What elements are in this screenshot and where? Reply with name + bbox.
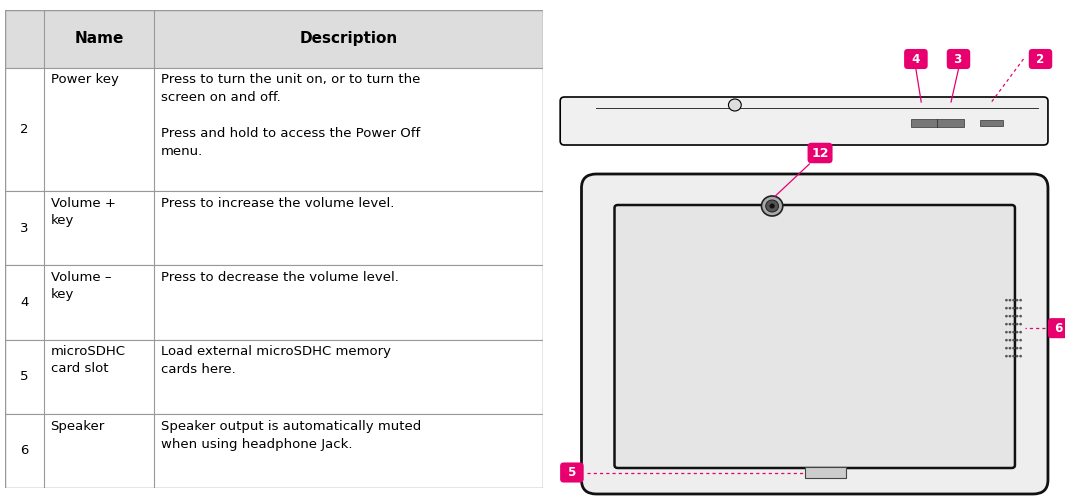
Circle shape <box>1019 331 1022 334</box>
Text: 6: 6 <box>1051 322 1065 335</box>
Circle shape <box>728 99 741 111</box>
Text: 3: 3 <box>20 222 29 235</box>
Text: Name: Name <box>75 31 124 46</box>
Text: 12: 12 <box>812 146 829 159</box>
Bar <box>911 119 964 127</box>
Circle shape <box>1009 315 1012 317</box>
Text: Speaker output is automatically muted
when using headphone Jack.: Speaker output is automatically muted wh… <box>161 420 421 451</box>
Circle shape <box>1009 355 1012 358</box>
Circle shape <box>1009 331 1012 334</box>
Circle shape <box>1019 355 1022 358</box>
Circle shape <box>1005 339 1007 342</box>
Text: 3: 3 <box>950 52 967 66</box>
Circle shape <box>1005 299 1007 301</box>
Circle shape <box>1009 323 1012 326</box>
Circle shape <box>1012 355 1015 358</box>
Bar <box>5 10 543 68</box>
Bar <box>5 191 543 265</box>
Circle shape <box>1016 355 1018 358</box>
Circle shape <box>766 200 779 212</box>
Circle shape <box>1012 347 1015 350</box>
Circle shape <box>1005 331 1007 334</box>
Circle shape <box>1016 339 1018 342</box>
FancyBboxPatch shape <box>615 205 1015 468</box>
Text: Speaker: Speaker <box>50 420 104 433</box>
Circle shape <box>1009 307 1012 309</box>
Bar <box>805 467 846 478</box>
Text: Press to increase the volume level.: Press to increase the volume level. <box>161 197 394 210</box>
Circle shape <box>1019 307 1022 309</box>
Circle shape <box>1016 315 1018 317</box>
Circle shape <box>1005 315 1007 317</box>
Circle shape <box>1005 307 1007 309</box>
Text: Volume +
key: Volume + key <box>50 197 115 227</box>
Circle shape <box>1016 347 1018 350</box>
Circle shape <box>1016 331 1018 334</box>
Circle shape <box>1019 347 1022 350</box>
Circle shape <box>1012 299 1015 301</box>
Text: Description: Description <box>299 31 398 46</box>
Circle shape <box>1012 339 1015 342</box>
Circle shape <box>1009 339 1012 342</box>
Circle shape <box>1019 299 1022 301</box>
Text: 2: 2 <box>1032 52 1049 66</box>
Text: 4: 4 <box>907 52 924 66</box>
Text: 5: 5 <box>563 466 580 479</box>
Circle shape <box>1012 323 1015 326</box>
Bar <box>5 265 543 340</box>
Circle shape <box>1016 307 1018 309</box>
FancyBboxPatch shape <box>560 97 1048 145</box>
Circle shape <box>1019 339 1022 342</box>
Circle shape <box>1012 307 1015 309</box>
Circle shape <box>1009 299 1012 301</box>
Circle shape <box>761 196 783 216</box>
Circle shape <box>1012 315 1015 317</box>
Text: Volume –
key: Volume – key <box>50 271 111 301</box>
Bar <box>980 120 1003 126</box>
Circle shape <box>1019 323 1022 326</box>
Circle shape <box>1016 299 1018 301</box>
Bar <box>5 68 543 191</box>
Bar <box>5 340 543 414</box>
Text: 2: 2 <box>20 123 29 136</box>
Text: 4: 4 <box>20 296 29 309</box>
Text: microSDHC
card slot: microSDHC card slot <box>50 346 126 375</box>
Circle shape <box>1016 323 1018 326</box>
Circle shape <box>1005 347 1007 350</box>
FancyBboxPatch shape <box>581 174 1048 494</box>
Circle shape <box>769 204 775 209</box>
Circle shape <box>1009 347 1012 350</box>
Text: 5: 5 <box>20 370 29 383</box>
Circle shape <box>1019 315 1022 317</box>
Text: Power key: Power key <box>50 73 118 86</box>
Text: 6: 6 <box>20 444 29 458</box>
Circle shape <box>1005 355 1007 358</box>
Text: Press to turn the unit on, or to turn the
screen on and off.

Press and hold to : Press to turn the unit on, or to turn th… <box>161 73 420 158</box>
Bar <box>5 414 543 488</box>
Circle shape <box>1012 331 1015 334</box>
Text: Load external microSDHC memory
cards here.: Load external microSDHC memory cards her… <box>161 346 391 376</box>
Text: Press to decrease the volume level.: Press to decrease the volume level. <box>161 271 398 284</box>
Circle shape <box>1005 323 1007 326</box>
